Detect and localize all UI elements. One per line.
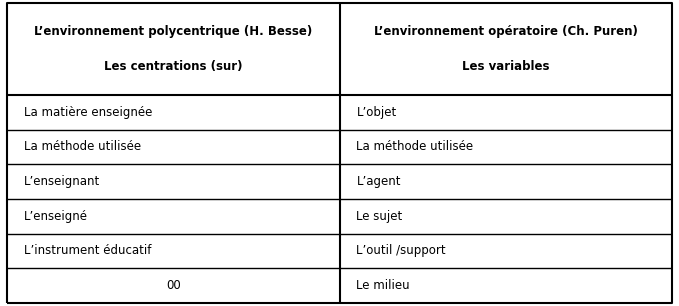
Text: La méthode utilisée: La méthode utilisée [24,140,141,153]
Text: L’agent: L’agent [356,175,401,188]
Text: L’environnement polycentrique (H. Besse): L’environnement polycentrique (H. Besse) [34,25,312,38]
Text: L’outil /support: L’outil /support [356,244,446,257]
Text: L’objet: L’objet [356,106,397,119]
Text: L’enseignant: L’enseignant [24,175,100,188]
Text: Le milieu: Le milieu [356,279,410,292]
Text: Les centrations (sur): Les centrations (sur) [104,60,242,73]
Text: La matière enseignée: La matière enseignée [24,106,152,119]
Text: L’environnement opératoire (Ch. Puren): L’environnement opératoire (Ch. Puren) [374,25,638,38]
Text: 00: 00 [166,279,181,292]
Text: L’enseigné: L’enseigné [24,210,88,223]
Text: Les variables: Les variables [462,60,549,73]
Text: La méthode utilisée: La méthode utilisée [356,140,473,153]
Text: L’instrument éducatif: L’instrument éducatif [24,244,151,257]
Text: Le sujet: Le sujet [356,210,403,223]
